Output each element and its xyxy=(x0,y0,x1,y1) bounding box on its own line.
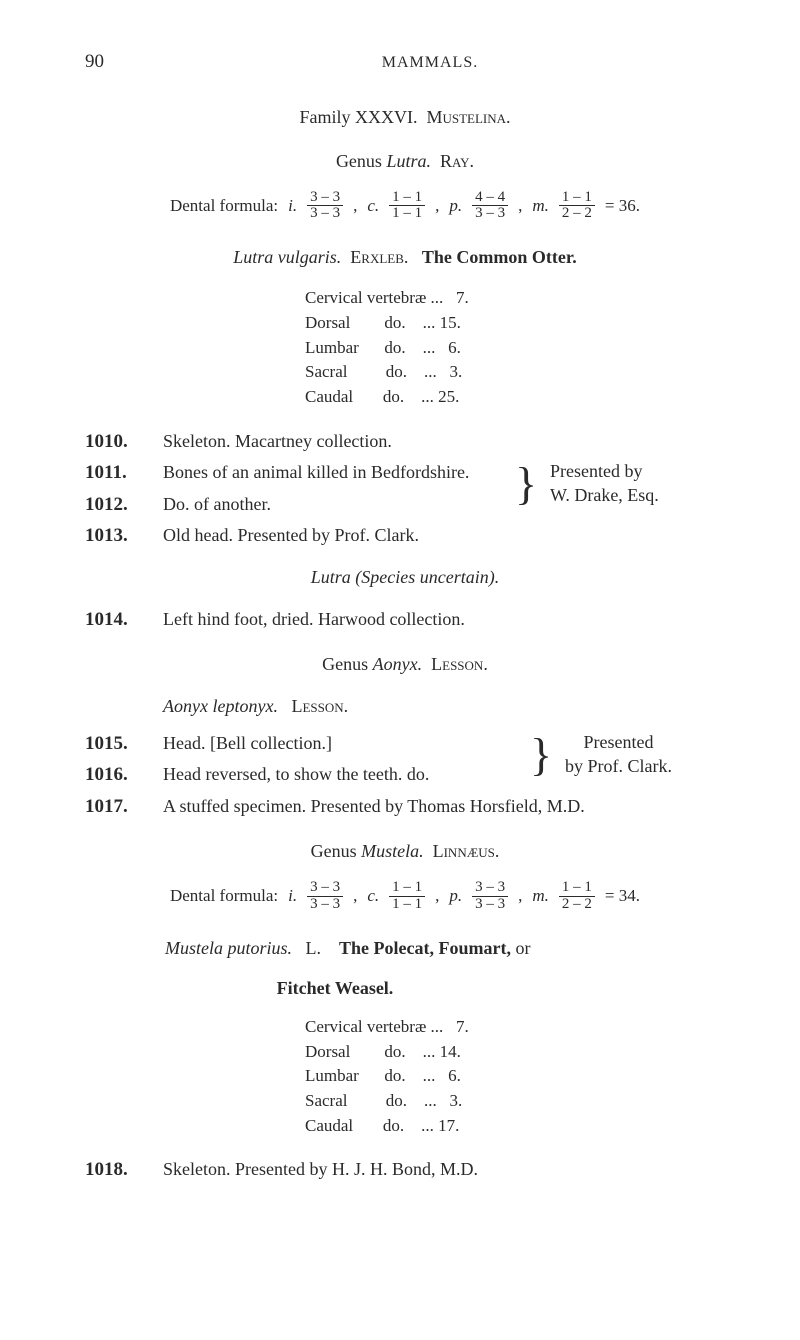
sym-c: c. xyxy=(367,194,379,219)
aonyx-leptonyx-line: Aonyx leptonyx. Lesson. xyxy=(163,693,725,719)
vert-row: Lumbar do. ... 6. xyxy=(305,336,725,361)
formula-label: Dental formula: xyxy=(170,194,278,219)
entry-number: 1011. xyxy=(85,459,163,487)
genus-word: Genus xyxy=(311,841,357,861)
entry-number: 1015. xyxy=(85,730,163,758)
entry-1010: 1010. Skeleton. Macartney collection. xyxy=(85,428,725,456)
sym-c: c. xyxy=(367,884,379,909)
frac-m: 1 – 12 – 2 xyxy=(559,880,595,913)
entry-1014: 1014. Left hind foot, dried. Harwood col… xyxy=(85,606,725,634)
family-name: Mustelina. xyxy=(426,107,510,127)
entry-number: 1012. xyxy=(85,491,163,519)
entry-text: Old head. Presented by Prof. Clark. xyxy=(163,522,725,549)
vert-row: Lumbar do. ... 6. xyxy=(305,1064,725,1089)
species-or: or xyxy=(515,938,530,958)
vert-row: Dorsal do. ... 14. xyxy=(305,1040,725,1065)
genus-word: Genus xyxy=(336,151,382,171)
formula-eq: = 36. xyxy=(605,194,640,219)
entry-number: 1017. xyxy=(85,793,163,821)
entries-group-1: 1010. Skeleton. Macartney collection. 10… xyxy=(85,428,725,550)
entries-group-2: 1014. Left hind foot, dried. Harwood col… xyxy=(85,606,725,634)
dental-formula-1: Dental formula: i. 3 – 33 – 3, c. 1 – 11… xyxy=(85,190,725,223)
sym-m: m. xyxy=(532,884,549,909)
lutra-uncertain: Lutra (Species uncertain). xyxy=(85,564,725,590)
entry-1017: 1017. A stuffed specimen. Presented by T… xyxy=(85,793,725,821)
frac-p: 4 – 43 – 3 xyxy=(472,190,508,223)
sym-p: p. xyxy=(449,884,462,909)
formula-eq: = 34. xyxy=(605,884,640,909)
page-header: 90 MAMMALS. xyxy=(85,48,725,76)
entries-group-4: 1018. Skeleton. Presented by H. J. H. Bo… xyxy=(85,1156,725,1184)
entry-number: 1010. xyxy=(85,428,163,456)
entry-text: Left hind foot, dried. Harwood collectio… xyxy=(163,606,725,633)
vertebrae-block-1: Cervical vertebræ ... 7. Dorsal do. ... … xyxy=(305,286,725,409)
genus-name: Lutra. xyxy=(386,151,431,171)
frac-i: 3 – 33 – 3 xyxy=(307,880,343,913)
vertebrae-block-2: Cervical vertebræ ... 7. Dorsal do. ... … xyxy=(305,1015,725,1138)
genus-auth: Linnæus. xyxy=(433,841,500,861)
bracket-group-1: 1011. Bones of an animal killed in Bedfo… xyxy=(85,459,725,518)
bracket-group-2: 1015. Head. [Bell collection.] 1016. Hea… xyxy=(85,730,725,789)
genus-line-2: Genus Aonyx. Lesson. xyxy=(85,651,725,677)
species-common: The Polecat, Foumart, xyxy=(339,938,511,958)
entry-text: Skeleton. Presented by H. J. H. Bond, M.… xyxy=(163,1156,725,1183)
brace-icon: } xyxy=(530,732,552,778)
entry-number: 1016. xyxy=(85,761,163,789)
page: 90 MAMMALS. Family XXXVI. Mustelina. Gen… xyxy=(0,0,800,1340)
genus-line-1: Genus Lutra. Ray. xyxy=(85,148,725,174)
entries-group-3: 1015. Head. [Bell collection.] 1016. Hea… xyxy=(85,730,725,821)
species-line-1: Lutra vulgaris. Erxleb. The Common Otter… xyxy=(85,244,725,270)
entry-1013: 1013. Old head. Presented by Prof. Clark… xyxy=(85,522,725,550)
genus-auth: Ray. xyxy=(440,151,474,171)
vert-row: Sacral do. ... 3. xyxy=(305,360,725,385)
vert-row: Sacral do. ... 3. xyxy=(305,1089,725,1114)
entry-1018: 1018. Skeleton. Presented by H. J. H. Bo… xyxy=(85,1156,725,1184)
genus-name: Aonyx. xyxy=(373,654,422,674)
species-auth: L. xyxy=(306,938,322,958)
genus-line-3: Genus Mustela. Linnæus. xyxy=(85,838,725,864)
aonyx-binom: Aonyx leptonyx. xyxy=(163,696,278,716)
brace-text-1: Presented by W. Drake, Esq. xyxy=(550,459,659,508)
fitchet-line: Fitchet Weasel. xyxy=(0,975,725,1001)
aonyx-auth: Lesson. xyxy=(291,696,348,716)
vert-row: Cervical vertebræ ... 7. xyxy=(305,286,725,311)
brace-text-2: Presented by Prof. Clark. xyxy=(565,730,672,779)
species-auth: Erxleb. xyxy=(350,247,408,267)
sym-p: p. xyxy=(449,194,462,219)
frac-c: 1 – 11 – 1 xyxy=(389,880,425,913)
formula-label: Dental formula: xyxy=(170,884,278,909)
vert-row: Cervical vertebræ ... 7. xyxy=(305,1015,725,1040)
entry-number: 1018. xyxy=(85,1156,163,1184)
species-common: The Common Otter. xyxy=(422,247,577,267)
species-line-3: Mustela putorius. L. The Polecat, Foumar… xyxy=(125,935,725,961)
brace-icon: } xyxy=(515,461,537,507)
frac-c: 1 – 11 – 1 xyxy=(389,190,425,223)
species-binom: Lutra vulgaris. xyxy=(233,247,341,267)
vert-row: Caudal do. ... 17. xyxy=(305,1114,725,1139)
sym-i: i. xyxy=(288,884,297,909)
frac-i: 3 – 33 – 3 xyxy=(307,190,343,223)
entry-number: 1013. xyxy=(85,522,163,550)
vert-row: Dorsal do. ... 15. xyxy=(305,311,725,336)
sym-i: i. xyxy=(288,194,297,219)
sym-m: m. xyxy=(532,194,549,219)
family-prefix: Family XXXVI. xyxy=(299,107,417,127)
species-binom: Mustela putorius. xyxy=(165,938,292,958)
page-number: 90 xyxy=(85,48,135,76)
entry-number: 1014. xyxy=(85,606,163,634)
dental-formula-2: Dental formula: i. 3 – 33 – 3, c. 1 – 11… xyxy=(85,880,725,913)
genus-word: Genus xyxy=(322,654,368,674)
entry-text: A stuffed specimen. Presented by Thomas … xyxy=(163,793,725,820)
genus-auth: Lesson. xyxy=(431,654,488,674)
entry-text: Skeleton. Macartney collection. xyxy=(163,428,725,455)
family-line: Family XXXVI. Mustelina. xyxy=(85,104,725,130)
genus-name: Mustela. xyxy=(361,841,424,861)
running-head: MAMMALS. xyxy=(135,51,725,74)
vert-row: Caudal do. ... 25. xyxy=(305,385,725,410)
frac-p: 3 – 33 – 3 xyxy=(472,880,508,913)
frac-m: 1 – 12 – 2 xyxy=(559,190,595,223)
